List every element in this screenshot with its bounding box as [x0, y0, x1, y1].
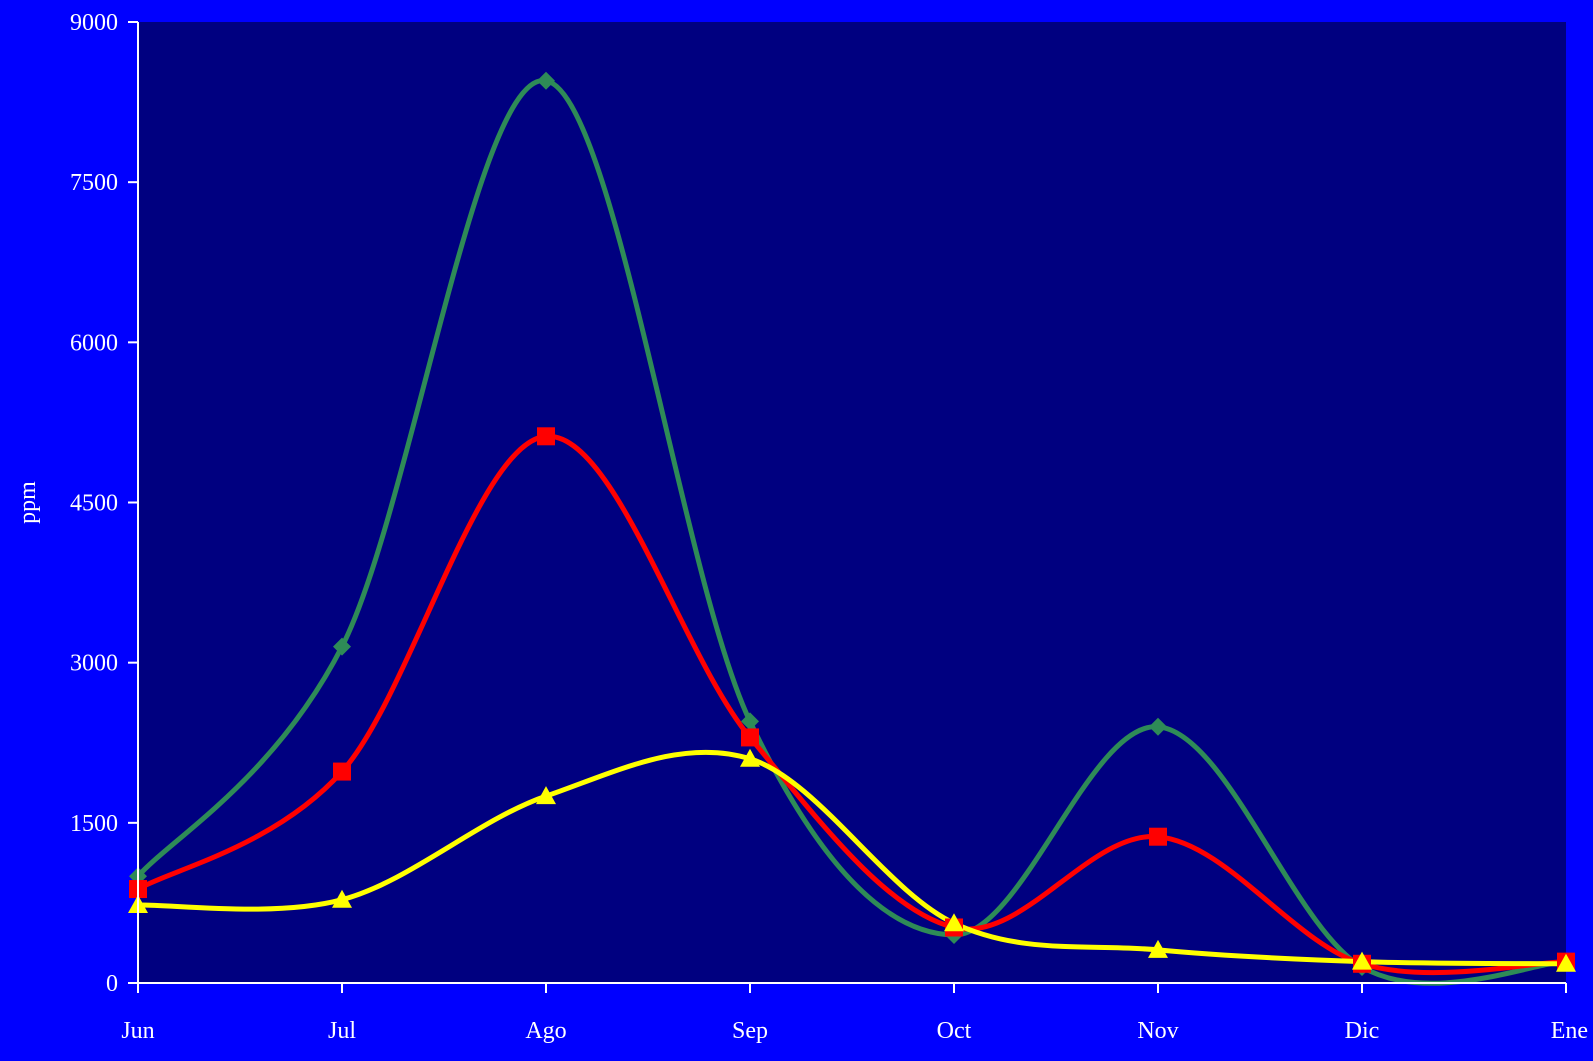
data-point-square: [537, 427, 555, 446]
x-tick-label: Nov: [1137, 1018, 1178, 1044]
y-tick-label: 6000: [70, 330, 118, 356]
data-point-square: [1149, 827, 1167, 846]
series-line-3: [135, 749, 1569, 967]
data-point-diamond: [1149, 717, 1167, 736]
data-point-diamond: [741, 712, 759, 731]
data-point-triangle: [1148, 939, 1168, 958]
y-tick-label: 9000: [70, 10, 118, 36]
y-tick-label: 7500: [70, 170, 118, 196]
x-axis-ticks: Jun Jul Ago Sep Oct Nov Dic Ene: [121, 983, 1588, 1044]
y-tick-label: 3000: [70, 651, 118, 677]
y-axis-title: ppm: [15, 481, 41, 524]
data-point-diamond: [333, 637, 351, 656]
data-point-triangle: [536, 786, 556, 805]
plot-area: [138, 22, 1566, 983]
x-tick-label: Ene: [1551, 1018, 1588, 1044]
y-tick-label: 1500: [70, 811, 118, 837]
x-tick-label: Jul: [328, 1018, 356, 1044]
x-tick-label: Dic: [1345, 1018, 1380, 1044]
y-axis-ticks: 0 1500 3000 4500 6000 7500 9000: [70, 10, 138, 997]
data-point-triangle: [1352, 951, 1372, 970]
x-tick-label: Oct: [937, 1018, 972, 1044]
y-tick-label: 4500: [70, 491, 118, 517]
x-tick-label: Jun: [121, 1018, 154, 1044]
data-point-square: [741, 728, 759, 747]
data-point-square: [333, 762, 351, 781]
data-point-triangle: [1556, 953, 1576, 972]
data-point-triangle: [740, 748, 760, 767]
series-line-2: [135, 433, 1569, 976]
data-point-triangle: [944, 913, 964, 932]
y-tick-label: 0: [106, 971, 118, 997]
x-tick-label: Sep: [732, 1018, 768, 1044]
x-tick-label: Ago: [525, 1018, 566, 1044]
data-point-triangle: [332, 889, 352, 908]
data-point-diamond: [537, 71, 555, 90]
series-markers: [128, 71, 1576, 976]
